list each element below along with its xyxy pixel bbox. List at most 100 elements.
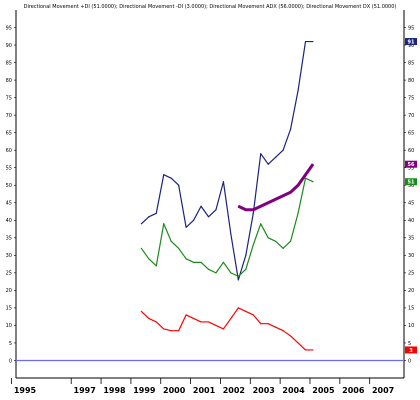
y-ticks-right: 0 5 10 15 20 25 30 35 40 45 50 55 60 65 70 75 80 85 90 95 — [404, 25, 414, 364]
data-point-dx — [297, 212, 299, 214]
x-tick-label: 2002 — [223, 386, 245, 395]
data-point-minus_di — [289, 335, 292, 337]
y-tick-label-right: 55 — [408, 166, 414, 172]
x-tick-label: 2007 — [372, 386, 394, 395]
data-point-minus_di — [252, 314, 254, 316]
y-tick-label-left: 15 — [6, 306, 12, 312]
data-point-dx — [215, 272, 217, 274]
y-tick-label-left: 85 — [6, 60, 12, 66]
y-tick-label-right: 95 — [408, 25, 414, 31]
y-ticks-left: 0 5 10 15 20 25 30 35 40 45 50 55 60 65 70 75 80 85 90 95 — [6, 25, 16, 364]
data-point-dx — [200, 261, 202, 263]
data-point-adx — [260, 205, 262, 207]
data-point-minus_di — [312, 349, 314, 351]
data-point-plus_di — [230, 233, 232, 235]
data-point-plus_di — [304, 40, 307, 43]
data-point-adx — [275, 198, 277, 200]
data-point-plus_di — [267, 163, 269, 165]
y-tick-label-left: 60 — [6, 148, 12, 154]
data-point-dx — [252, 244, 254, 246]
x-ticks: 1995 1997 1998 1999 2000 2001 2002 2003 2004 2005… — [11, 378, 394, 395]
data-point-plus_di — [312, 40, 314, 43]
data-point-adx — [237, 205, 239, 207]
data-point-adx — [312, 163, 314, 165]
y-tick-label-right: 80 — [408, 78, 414, 84]
data-point-minus_di — [267, 323, 269, 325]
y-tick-label-left: 65 — [6, 130, 12, 136]
data-point-dx — [260, 223, 262, 225]
y-tick-label-left: 45 — [6, 201, 12, 207]
data-point-plus_di — [207, 216, 210, 218]
data-point-dx — [245, 268, 247, 270]
data-point-minus_di — [304, 349, 307, 351]
data-point-minus_di — [185, 314, 187, 316]
data-point-plus_di — [297, 90, 299, 92]
x-tick-label: 2001 — [193, 386, 216, 395]
y-tick-label-left: 90 — [6, 43, 12, 49]
end-label-dx: 51 — [408, 180, 415, 186]
data-point-minus_di — [140, 310, 142, 313]
x-tick-label: 2005 — [312, 386, 335, 395]
y-tick-label-left: 30 — [6, 253, 12, 259]
y-tick-label-right: 75 — [408, 95, 414, 101]
x-tick-label: 1995 — [14, 386, 37, 395]
x-tick-label: 1998 — [103, 386, 126, 395]
y-tick-label-right: 45 — [408, 201, 414, 207]
end-label-box-adx — [405, 160, 417, 168]
y-tick-label-left: 55 — [6, 166, 12, 172]
data-point-dx — [192, 261, 195, 263]
data-point-plus_di — [282, 149, 284, 151]
y-tick-label-left: 80 — [6, 78, 12, 84]
y-tick-label-right: 30 — [408, 253, 414, 259]
y-tick-label-right: 15 — [408, 306, 414, 312]
y-tick-label-left: 75 — [6, 95, 12, 101]
data-point-plus_di — [222, 181, 225, 183]
data-point-minus_di — [260, 323, 262, 325]
data-point-minus_di — [282, 330, 284, 332]
x-tick-label: 1997 — [74, 386, 96, 395]
data-point-minus_di — [178, 330, 180, 332]
data-point-adx — [282, 195, 284, 197]
end-labels: 91 56 51 3 — [405, 38, 417, 354]
y-tick-label-left: 5 — [9, 341, 12, 347]
x-tick-label: 1999 — [133, 386, 156, 395]
y-tick-label-right: 85 — [408, 60, 414, 66]
data-point-plus_di — [245, 254, 247, 256]
x-tick-label: 2003 — [253, 386, 275, 395]
series-layer — [140, 40, 315, 351]
y-tick-label-right: 50 — [408, 183, 414, 189]
y-tick-label-right: 10 — [408, 323, 414, 329]
data-point-dx — [170, 240, 172, 242]
data-point-plus_di — [148, 216, 150, 218]
data-point-adx — [267, 202, 269, 204]
x-tick-label: 2006 — [342, 386, 365, 395]
data-point-plus_di — [237, 279, 239, 281]
end-label-minus_di: 3 — [409, 348, 413, 354]
data-point-dx — [163, 223, 165, 225]
y-tick-label-left: 20 — [6, 288, 12, 294]
data-point-dx — [207, 268, 210, 270]
data-point-plus_di — [275, 156, 277, 158]
data-point-dx — [230, 272, 232, 274]
y-tick-label-right: 70 — [408, 113, 414, 119]
end-label-plus_di: 91 — [408, 40, 415, 46]
data-point-dx — [275, 240, 277, 242]
data-point-plus_di — [163, 174, 165, 176]
data-point-dx — [222, 261, 225, 263]
data-point-minus_di — [237, 307, 239, 309]
y-tick-label-right: 65 — [408, 130, 414, 136]
data-point-plus_di — [155, 212, 157, 214]
data-point-adx — [245, 209, 247, 211]
y-tick-label-right: 40 — [408, 218, 414, 224]
data-point-dx — [148, 258, 150, 260]
data-point-minus_di — [275, 326, 277, 328]
data-point-plus_di — [215, 209, 217, 211]
data-point-dx — [312, 181, 314, 183]
data-point-dx — [237, 275, 239, 277]
x-tick-label: 2000 — [163, 386, 186, 395]
data-point-plus_di — [185, 226, 187, 228]
chart-title: Directional Movement +DI (51.0000); Dire… — [24, 4, 397, 10]
data-point-minus_di — [170, 330, 172, 332]
